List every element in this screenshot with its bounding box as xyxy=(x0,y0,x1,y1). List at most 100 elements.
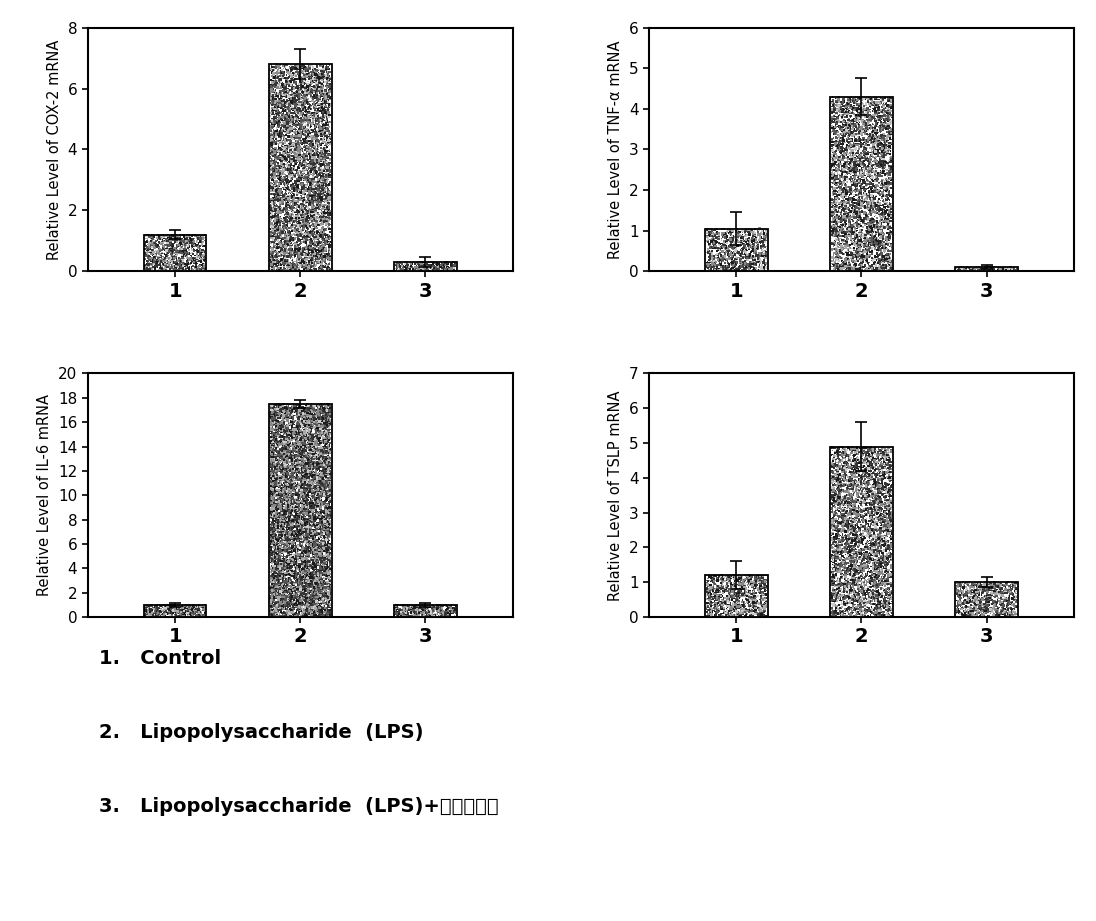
Point xyxy=(713,242,731,257)
Point xyxy=(286,477,304,492)
Point xyxy=(262,495,279,510)
Point xyxy=(317,229,334,244)
Point xyxy=(289,212,307,227)
Point xyxy=(277,527,295,542)
Point xyxy=(841,212,858,227)
Point xyxy=(845,494,863,508)
Point xyxy=(264,422,282,437)
Point xyxy=(294,78,311,93)
Point xyxy=(265,540,283,554)
Point xyxy=(827,94,845,109)
Point xyxy=(315,600,332,615)
Point xyxy=(961,606,979,621)
Point xyxy=(855,250,872,264)
Point xyxy=(311,460,329,475)
Point xyxy=(269,506,286,520)
Point xyxy=(288,472,306,487)
Point xyxy=(319,140,336,155)
Point xyxy=(276,442,294,457)
Point xyxy=(285,514,302,529)
Point xyxy=(313,67,331,82)
Point xyxy=(267,453,285,468)
Point xyxy=(707,248,724,262)
Point xyxy=(178,232,195,247)
Point xyxy=(290,455,308,470)
Point xyxy=(308,434,326,449)
Point xyxy=(298,579,316,594)
Point xyxy=(305,251,322,265)
Point xyxy=(316,553,333,567)
Point xyxy=(859,123,877,138)
Point xyxy=(292,410,309,425)
Point xyxy=(267,210,285,225)
Point xyxy=(286,433,304,448)
Point xyxy=(289,450,307,465)
Point xyxy=(299,595,317,610)
Point xyxy=(825,586,843,600)
Point xyxy=(879,553,897,567)
Point xyxy=(313,202,331,216)
Point xyxy=(311,415,329,430)
Point xyxy=(869,250,887,264)
Point xyxy=(436,262,454,276)
Point xyxy=(172,232,190,247)
Point xyxy=(178,233,195,248)
Point xyxy=(264,469,282,484)
Point xyxy=(737,571,754,586)
Point xyxy=(700,243,718,258)
Point xyxy=(1002,582,1019,597)
Point xyxy=(835,195,853,210)
Point xyxy=(1000,604,1017,619)
Point xyxy=(318,200,335,215)
Point xyxy=(841,258,858,273)
Point xyxy=(283,495,300,510)
Point xyxy=(275,599,293,613)
Point xyxy=(312,127,330,142)
Point xyxy=(285,507,302,522)
Point xyxy=(320,472,338,486)
Point xyxy=(315,446,332,460)
Point xyxy=(267,511,285,526)
Point xyxy=(868,555,886,570)
Point xyxy=(739,577,756,592)
Point xyxy=(852,550,869,565)
Point xyxy=(845,563,863,577)
Point xyxy=(290,519,308,533)
Point xyxy=(263,401,281,415)
Point xyxy=(706,586,723,600)
Point xyxy=(282,601,299,616)
Point xyxy=(269,542,286,557)
Point xyxy=(881,516,899,530)
Point xyxy=(281,69,298,84)
Point xyxy=(752,254,769,269)
Point xyxy=(180,250,197,264)
Point xyxy=(304,487,321,502)
Point xyxy=(278,596,296,611)
Point xyxy=(155,609,172,624)
Point xyxy=(397,603,414,618)
Point xyxy=(299,475,317,490)
Point xyxy=(304,446,321,460)
Point xyxy=(286,525,304,540)
Point xyxy=(875,99,892,114)
Point xyxy=(292,427,309,442)
Point xyxy=(299,557,317,572)
Point xyxy=(833,605,850,620)
Point xyxy=(749,597,766,612)
Point xyxy=(264,526,282,541)
Point xyxy=(830,176,847,191)
Point xyxy=(973,586,991,600)
Point xyxy=(283,596,300,611)
Point xyxy=(294,105,311,120)
Point xyxy=(308,58,326,73)
Point xyxy=(306,439,323,454)
Point xyxy=(861,213,879,227)
Point xyxy=(277,573,295,588)
Point xyxy=(310,261,328,275)
Point xyxy=(283,554,300,568)
Point xyxy=(871,542,889,557)
Point xyxy=(875,511,892,526)
Point xyxy=(313,554,331,568)
Point xyxy=(856,480,874,495)
Point xyxy=(180,609,197,624)
